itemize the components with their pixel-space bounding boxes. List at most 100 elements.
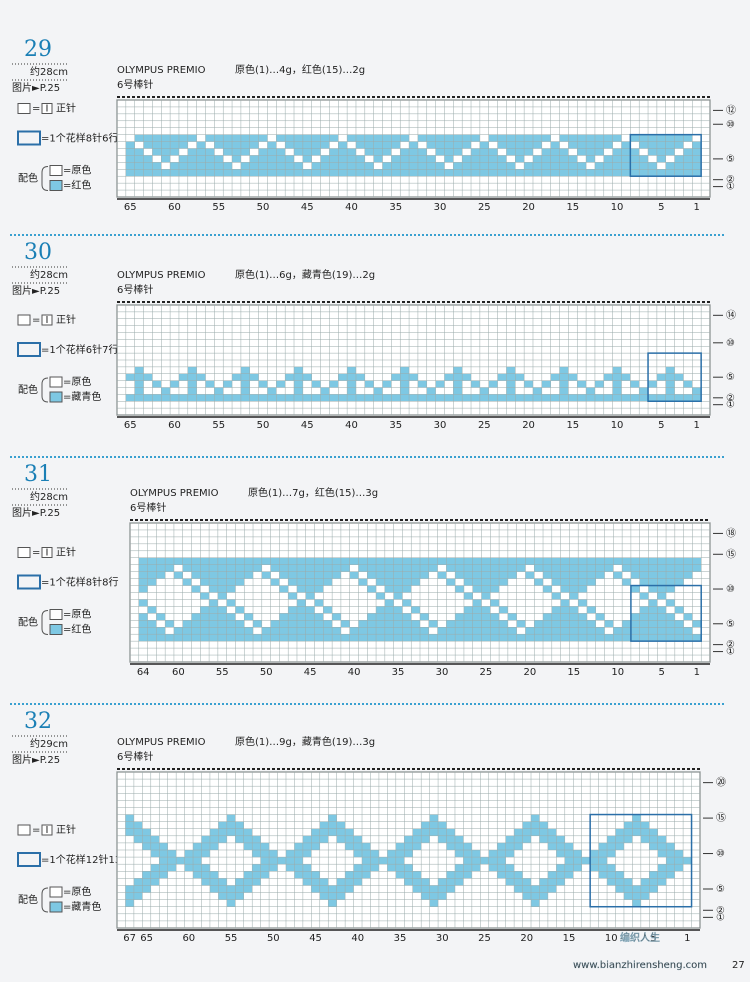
row-number: ⑤ <box>726 619 735 630</box>
color-cell <box>138 620 148 628</box>
color-cell <box>173 557 183 565</box>
color-cell <box>400 134 410 142</box>
color-cell <box>692 141 702 149</box>
color-cell <box>612 162 622 170</box>
color-cell <box>604 620 614 628</box>
color-cell <box>420 634 429 642</box>
color-cell <box>311 148 321 156</box>
color-cell <box>196 148 206 156</box>
color-cell <box>336 878 346 886</box>
color-cell <box>223 134 233 142</box>
color-cell <box>506 162 516 170</box>
color-cell <box>543 585 552 593</box>
color-cell <box>296 571 306 579</box>
color-cell <box>311 169 321 177</box>
color-cell <box>648 606 658 614</box>
color-cell <box>201 850 210 858</box>
color-cell <box>376 578 385 586</box>
color-cell <box>472 578 482 586</box>
color-cell <box>395 857 405 865</box>
color-cell <box>539 828 548 836</box>
color-cell <box>426 387 436 395</box>
color-cell <box>376 613 385 621</box>
color-cell <box>165 620 174 628</box>
color-cell <box>395 864 405 872</box>
color-cell <box>243 828 253 836</box>
color-cell <box>666 564 675 572</box>
color-cell <box>463 571 473 579</box>
color-cell <box>666 842 675 850</box>
color-cell <box>499 620 508 628</box>
color-cell <box>252 850 261 858</box>
color-cell <box>421 892 430 900</box>
color-cell <box>320 162 330 170</box>
color-cell <box>395 842 405 850</box>
color-cell <box>640 835 650 843</box>
column-number: 5 <box>658 420 664 431</box>
color-cell <box>446 878 455 886</box>
color-cell <box>506 148 516 156</box>
color-cell <box>393 606 403 614</box>
color-cell <box>252 835 261 843</box>
color-cell <box>455 557 464 565</box>
color-cell <box>569 592 579 600</box>
color-cell <box>532 394 542 402</box>
color-cell <box>184 850 194 858</box>
color-cell <box>302 842 312 850</box>
repeat-box <box>629 133 702 177</box>
color-cell <box>471 155 480 163</box>
color-cell <box>490 620 500 628</box>
color-cell <box>417 155 427 163</box>
color-cell <box>329 380 339 388</box>
color-cell <box>373 155 383 163</box>
color-cell <box>376 606 385 614</box>
color-cell <box>214 169 224 177</box>
color-cell <box>560 557 570 565</box>
color-cell <box>630 380 640 388</box>
color-cell <box>402 627 412 635</box>
color-cell <box>438 878 447 886</box>
color-cell <box>205 134 215 142</box>
color-cell <box>294 871 303 879</box>
color-cell <box>193 864 202 872</box>
color-cell <box>314 585 324 593</box>
color-cell <box>376 592 385 600</box>
color-cell <box>551 571 561 579</box>
eq: = <box>32 104 40 115</box>
color-cell <box>490 627 500 635</box>
color-cell <box>603 134 613 142</box>
color-cell <box>288 571 297 579</box>
color-cell <box>209 634 218 642</box>
color-cell <box>235 578 245 586</box>
color-cell <box>269 864 278 872</box>
color-cell <box>235 885 244 893</box>
pattern-number: 29 <box>24 37 52 62</box>
color-cell <box>143 155 153 163</box>
color-cell <box>311 394 321 402</box>
color-cell <box>340 557 350 565</box>
color-cell <box>551 564 561 572</box>
color-cell <box>463 864 472 872</box>
column-number: 25 <box>478 202 491 213</box>
color-cell <box>674 557 684 565</box>
color-cell <box>446 828 455 836</box>
color-cell <box>249 162 259 170</box>
color-cell <box>590 864 599 872</box>
color-cell <box>193 850 202 858</box>
knit-icon <box>41 314 53 326</box>
color-cell <box>488 134 498 142</box>
color-cell <box>270 634 280 642</box>
color-cell <box>382 148 392 156</box>
color-cell <box>595 634 605 642</box>
color-cell <box>455 634 464 642</box>
color-cell <box>391 141 401 149</box>
color-cell <box>648 162 657 170</box>
column-number: 15 <box>566 202 579 213</box>
color-cell <box>244 634 254 642</box>
color-cell <box>674 571 684 579</box>
color-cell <box>506 387 516 395</box>
color-cell <box>332 557 341 565</box>
brace <box>41 610 49 635</box>
color-cell <box>279 634 289 642</box>
color-cell <box>170 162 179 170</box>
